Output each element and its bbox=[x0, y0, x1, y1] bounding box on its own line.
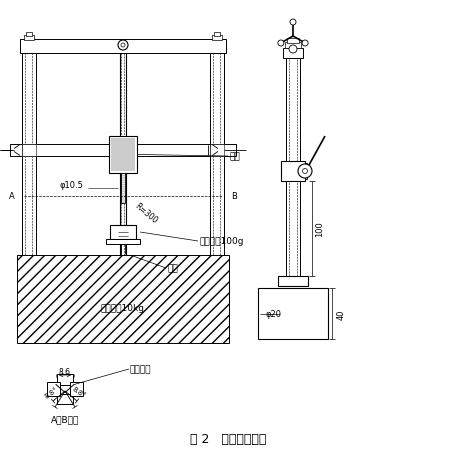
Bar bbox=[278, 276, 307, 286]
Bar bbox=[22, 52, 36, 343]
Bar bbox=[285, 182, 299, 276]
Bar bbox=[210, 145, 223, 156]
Text: 8.8°: 8.8° bbox=[43, 386, 59, 399]
Bar bbox=[20, 40, 226, 54]
Bar bbox=[111, 139, 135, 172]
Text: 试样: 试样 bbox=[167, 264, 178, 273]
Text: R=300: R=300 bbox=[133, 202, 159, 226]
Text: A: A bbox=[9, 192, 15, 201]
Bar bbox=[212, 36, 222, 41]
Bar bbox=[298, 164, 306, 179]
Bar bbox=[280, 161, 304, 182]
Bar bbox=[26, 33, 32, 37]
Text: B: B bbox=[231, 192, 236, 201]
Text: 稍许倒角: 稍许倒角 bbox=[130, 365, 151, 374]
Circle shape bbox=[277, 41, 283, 47]
Bar bbox=[284, 43, 300, 49]
Text: 中间铁块100g: 中间铁块100g bbox=[200, 237, 244, 246]
Bar bbox=[22, 145, 36, 156]
Circle shape bbox=[298, 165, 311, 179]
Text: 落锤: 落锤 bbox=[229, 152, 240, 161]
Text: 8.8°: 8.8° bbox=[71, 386, 86, 399]
Bar bbox=[121, 174, 125, 203]
Bar bbox=[57, 394, 73, 404]
Bar bbox=[47, 382, 60, 396]
Bar bbox=[285, 57, 299, 226]
Bar bbox=[213, 33, 219, 37]
Bar bbox=[286, 39, 298, 44]
Circle shape bbox=[121, 44, 125, 48]
Text: 钢质底座10kg: 钢质底座10kg bbox=[101, 304, 145, 313]
Circle shape bbox=[302, 41, 308, 47]
Bar bbox=[17, 255, 228, 343]
Bar bbox=[24, 36, 34, 41]
Bar bbox=[109, 137, 136, 174]
Text: 图 2   冲击试验设备: 图 2 冲击试验设备 bbox=[189, 433, 266, 446]
Bar bbox=[258, 288, 327, 339]
Bar bbox=[70, 382, 83, 396]
Text: 8.6: 8.6 bbox=[59, 367, 71, 376]
Bar bbox=[283, 49, 302, 59]
Circle shape bbox=[118, 41, 128, 51]
Circle shape bbox=[302, 169, 307, 174]
Text: A－B剖面: A－B剖面 bbox=[51, 414, 79, 423]
Text: φ20: φ20 bbox=[265, 309, 281, 318]
Bar bbox=[106, 239, 140, 244]
Circle shape bbox=[289, 20, 295, 26]
Text: φ10.5: φ10.5 bbox=[60, 181, 84, 190]
Text: 40: 40 bbox=[336, 308, 345, 319]
Bar bbox=[210, 52, 223, 343]
Bar bbox=[110, 226, 136, 239]
Circle shape bbox=[288, 46, 296, 54]
Text: 100: 100 bbox=[315, 221, 324, 237]
Bar bbox=[10, 145, 236, 156]
Bar bbox=[57, 374, 73, 385]
